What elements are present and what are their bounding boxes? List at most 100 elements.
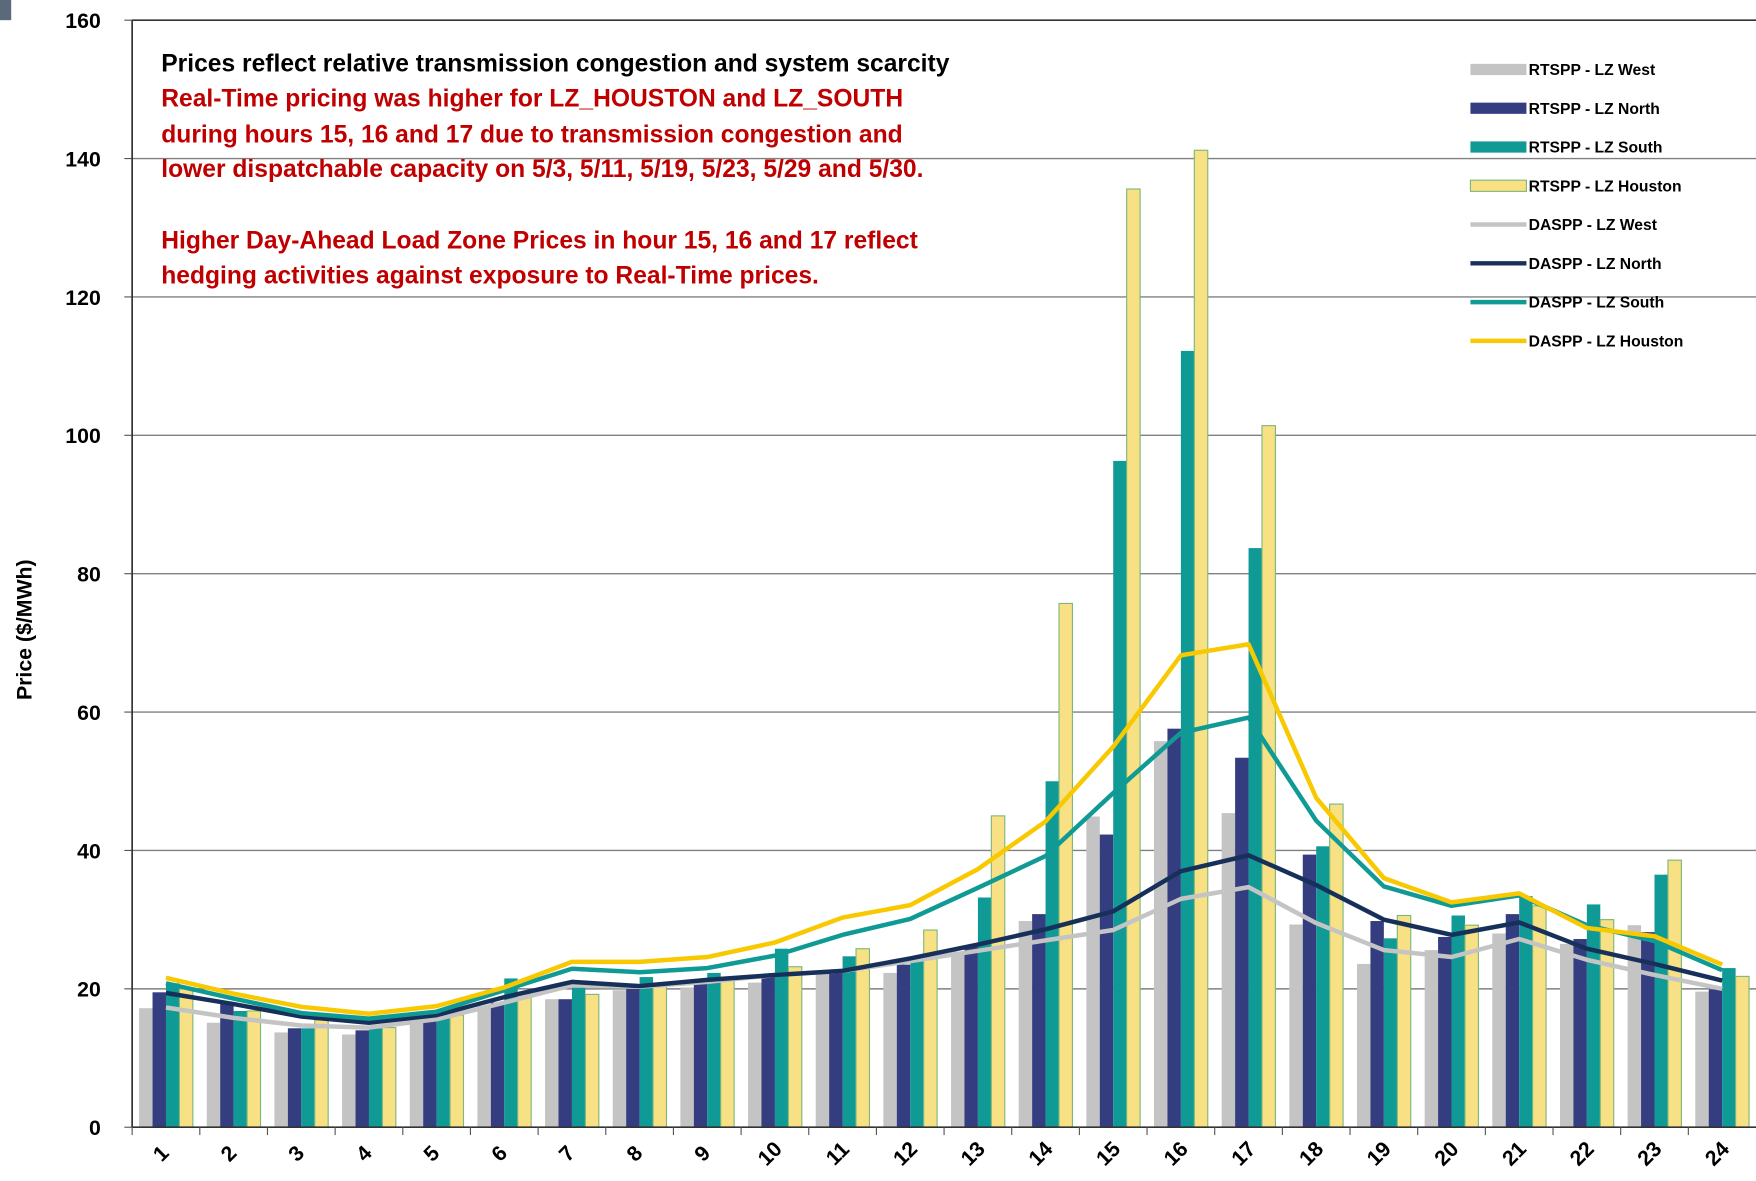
bar [1586,904,1601,1128]
y-tick-label: 140 [65,147,100,171]
bar [1235,757,1249,1128]
bar [1627,925,1642,1128]
bar [152,992,166,1128]
bar [680,987,694,1128]
bar [1086,816,1100,1128]
bar [990,815,1006,1128]
legend-swatch [1470,102,1527,114]
bar [1654,874,1668,1128]
y-tick-label: 20 [77,978,101,1002]
legend-label: RTSPP - LZ South [1529,140,1663,157]
bar [693,983,708,1128]
bar [246,1010,262,1128]
y-tick-label: 160 [65,9,100,33]
bar [558,999,572,1128]
annotation: Real-Time pricing was higher for LZ_HOUS… [161,85,903,112]
bar [571,986,586,1128]
bar [1329,803,1344,1128]
bar [1113,460,1127,1128]
legend-label: DASPP - LZ South [1529,295,1664,312]
bar [381,1027,397,1128]
x-tick-label: 24 [1700,1137,1734,1171]
bar [1058,602,1074,1128]
bar [1045,781,1060,1128]
line [165,715,1724,1021]
bar [342,1034,356,1128]
bar [1396,914,1412,1128]
bar [964,945,978,1128]
bar [274,1032,288,1128]
x-tick-label: 16 [1159,1137,1193,1171]
bar [220,1004,234,1128]
annotation: lower dispatchable capacity on 5/3, 5/11… [161,156,923,183]
bar [1438,936,1452,1128]
x-tick-label: 19 [1362,1137,1396,1171]
bar [1451,915,1465,1128]
bar [584,993,600,1128]
line [165,884,1723,1030]
bar [165,983,180,1128]
bar [1167,728,1181,1128]
x-tick-label: 21 [1497,1137,1531,1171]
bar [1193,149,1209,1128]
legend-label: RTSPP - LZ West [1529,62,1656,79]
bar [1519,896,1533,1128]
x-tick-label: 18 [1294,1137,1328,1171]
bar [355,1030,369,1128]
x-tick-label: 1 [148,1141,173,1166]
bar [761,977,775,1128]
legend-swatch [1470,63,1527,76]
bar [1289,924,1303,1128]
bar [842,956,857,1128]
y-tick-label: 80 [77,563,101,587]
x-tick-label: 14 [1024,1137,1058,1171]
bar [449,1014,465,1128]
bar [139,1008,153,1128]
y-tick-label: 40 [77,839,101,863]
bar [1099,834,1114,1128]
bar [652,985,668,1128]
bar [829,971,843,1128]
bar [436,1016,451,1128]
bar [1722,968,1736,1128]
bar [1018,921,1033,1128]
bar [1464,924,1479,1128]
y-tick-label: 0 [89,1116,101,1140]
bar [1248,548,1262,1128]
bar [517,993,532,1128]
bar [1708,989,1723,1128]
line [165,853,1723,1025]
annotation: during hours 15, 16 and 17 due to transm… [161,121,902,148]
legend-swatch [1469,179,1527,192]
annotation: Prices reflect relative transmission con… [161,51,949,78]
bar [287,1028,302,1128]
bar [423,1019,437,1128]
bar [774,948,789,1128]
bar [1532,905,1547,1128]
x-tick-label: 22 [1565,1137,1599,1171]
bar [1032,914,1046,1128]
corner-box [0,0,12,21]
x-tick-label: 5 [419,1141,444,1166]
bar [1424,950,1439,1128]
y-axis-label: Price ($/MWh) [12,559,36,700]
bar [477,1006,491,1128]
bar [1667,859,1682,1128]
bar [1261,425,1276,1128]
x-tick-label: 2 [216,1141,241,1166]
x-tick-label: 10 [753,1137,787,1171]
x-tick-label: 6 [487,1141,512,1166]
legend-label: RTSPP - LZ Houston [1529,178,1682,195]
x-tick-label: 11 [821,1137,854,1170]
bar [368,1028,383,1128]
y-tick-label: 100 [65,424,100,448]
bar [1559,943,1574,1128]
bar [1492,933,1506,1128]
legend-label: DASPP - LZ West [1529,217,1658,234]
bar [951,951,965,1128]
bar [815,972,830,1128]
bar [896,964,911,1128]
line [165,642,1724,1016]
